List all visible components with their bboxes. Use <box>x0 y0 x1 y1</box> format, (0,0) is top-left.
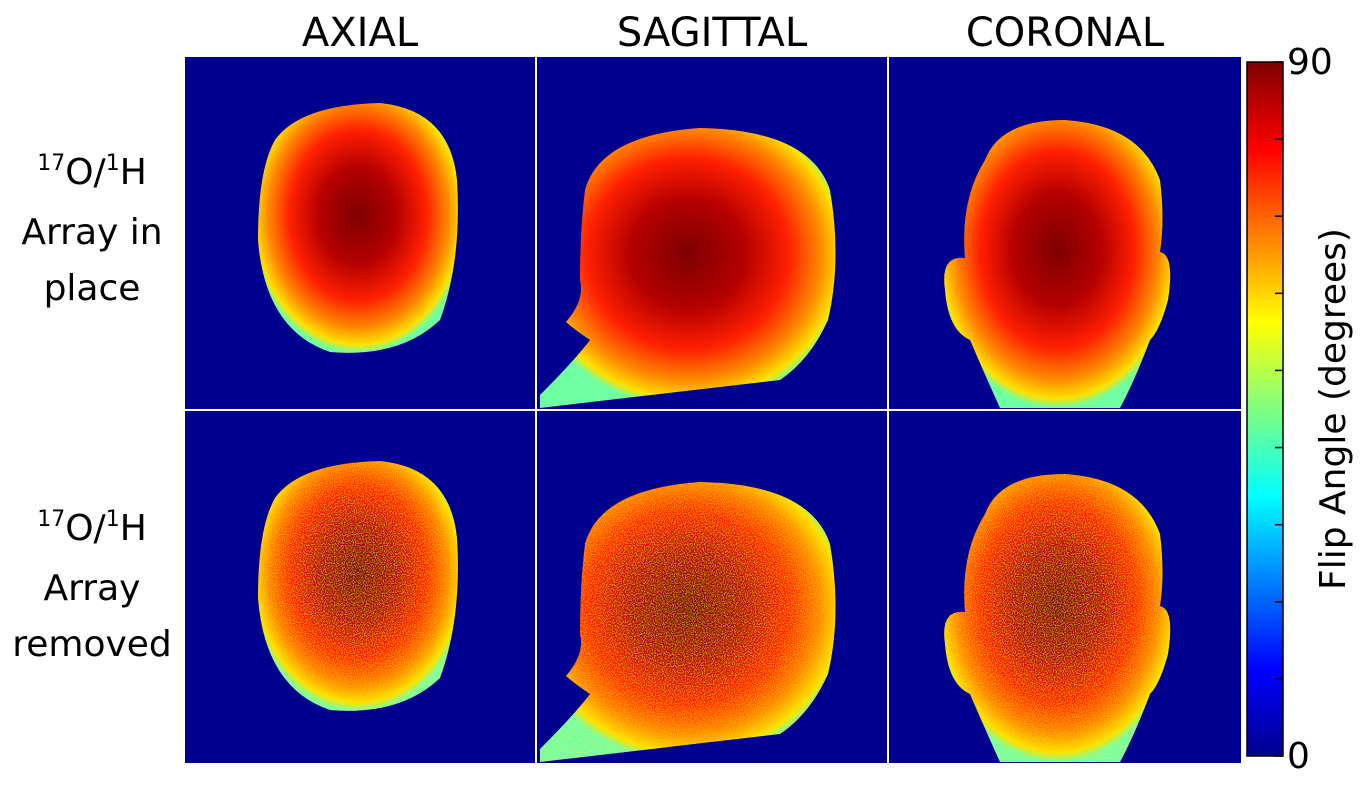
column-title: SAGITTAL <box>617 10 808 56</box>
row-label-text: H <box>120 152 147 193</box>
superscript: 1 <box>106 507 120 532</box>
row-label: Array in <box>21 212 162 253</box>
row-label-text: O/ <box>65 508 106 549</box>
figure: AXIAL SAGITTAL CORONAL 17O/1HArray inpla… <box>0 0 1368 781</box>
column-title: AXIAL <box>302 10 419 56</box>
row-label: removed <box>12 624 172 665</box>
superscript: 17 <box>37 151 65 176</box>
column-title: CORONAL <box>966 10 1165 56</box>
tick-label: 90 <box>1287 42 1333 83</box>
superscript: 17 <box>37 507 65 532</box>
divider <box>185 409 1241 411</box>
row-label-text: H <box>120 508 147 549</box>
row-label-text: O/ <box>65 152 106 193</box>
superscript: 1 <box>106 151 120 176</box>
row-label: 17O/1H <box>37 507 147 549</box>
panels <box>185 57 1241 763</box>
axial-map <box>258 103 458 353</box>
row-label: Array <box>44 568 141 609</box>
colorbar <box>1247 62 1283 756</box>
row-label: 17O/1H <box>37 151 147 193</box>
colorbar-label: Flip Angle (degrees) <box>1313 228 1354 590</box>
axial-map <box>258 461 458 711</box>
tick-label: 0 <box>1287 736 1310 777</box>
row-label: place <box>44 268 141 309</box>
